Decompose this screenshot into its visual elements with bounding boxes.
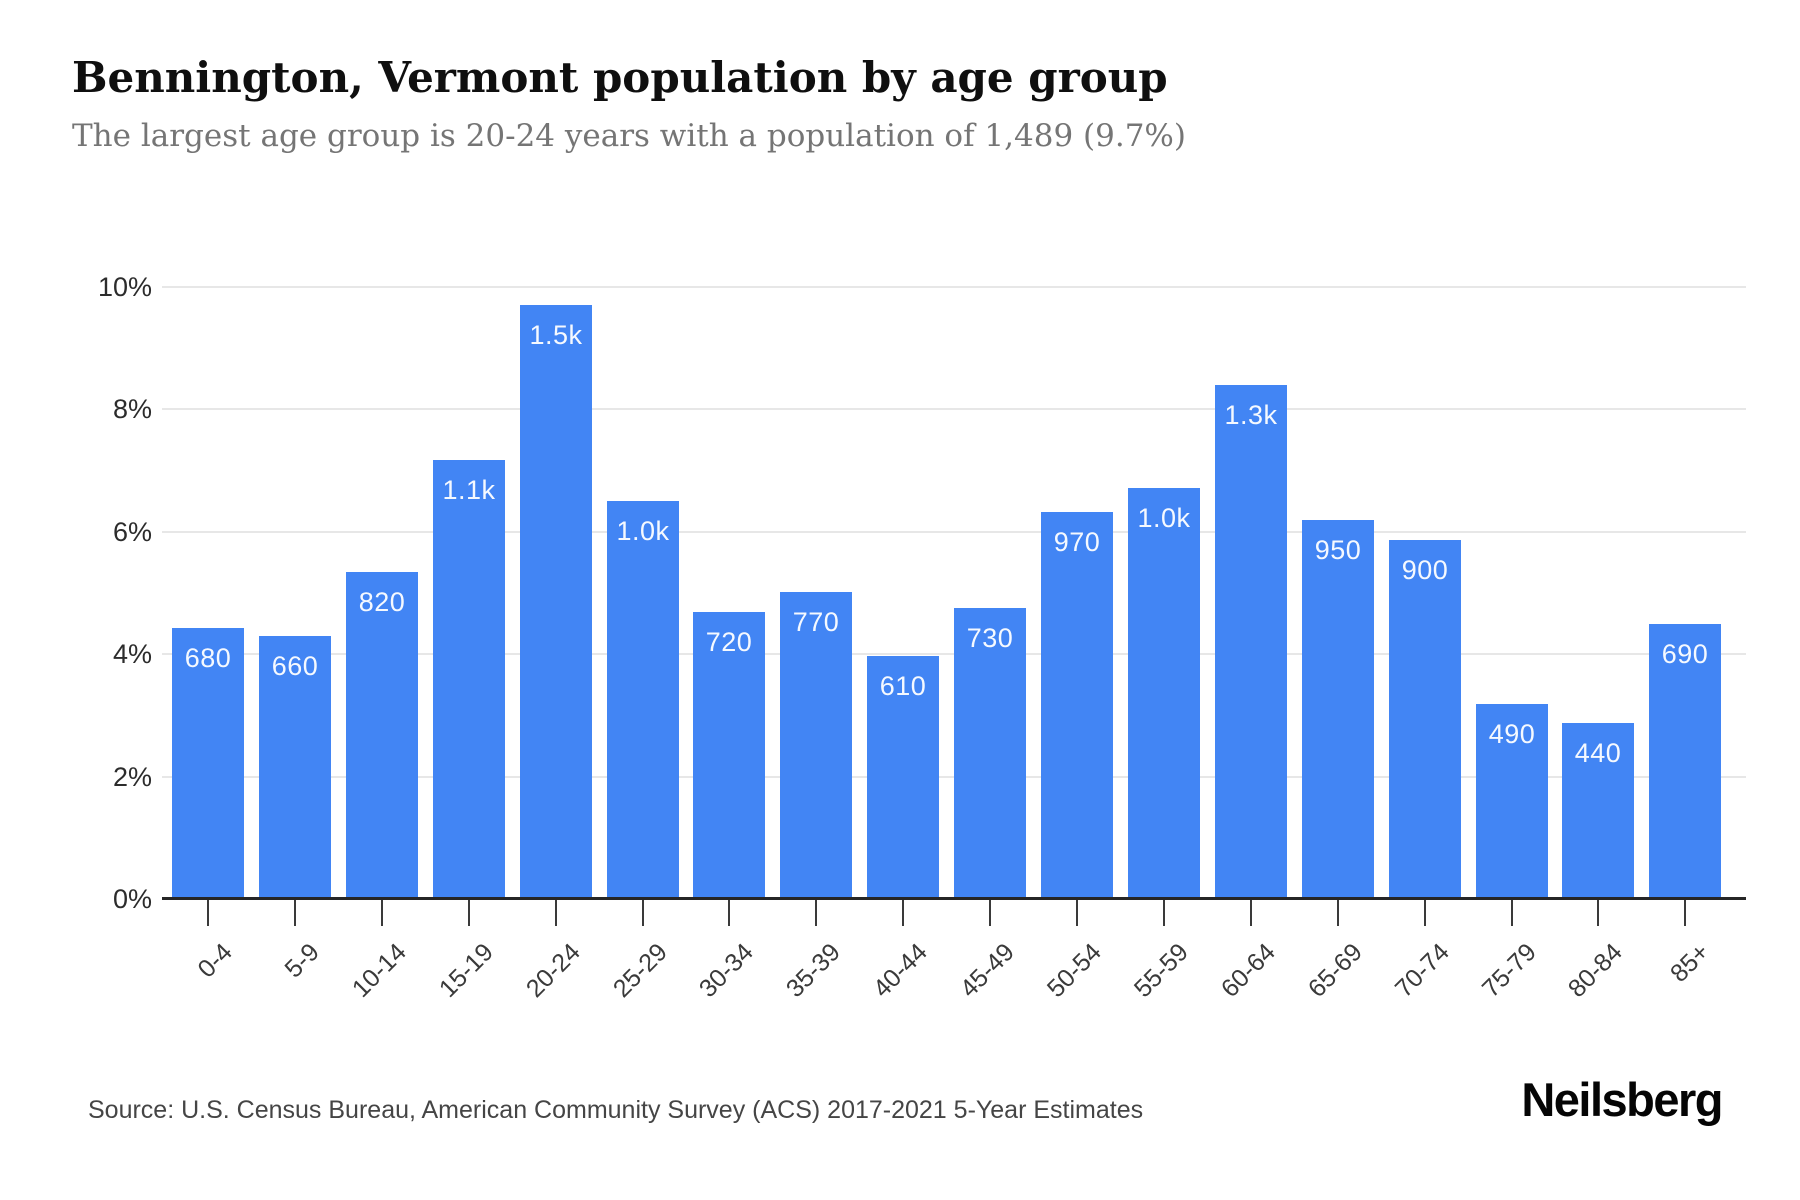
bar-value-label: 690: [1661, 639, 1709, 669]
x-axis-label: 60-64: [1215, 938, 1281, 1004]
x-axis-label: 5-9: [279, 938, 325, 984]
bar-value-label: 720: [705, 627, 753, 657]
x-axis-label: 35-39: [780, 938, 846, 1004]
y-axis-label: 0%: [112, 884, 152, 914]
bar-10-14[interactable]: 820: [346, 572, 418, 897]
x-axis-label: 65-69: [1302, 938, 1368, 1004]
x-axis-tick: [728, 900, 730, 926]
bar-value-label: 1.0k: [1137, 503, 1191, 533]
x-axis-tick: [1511, 900, 1513, 926]
bar-value-label: 970: [1053, 527, 1101, 557]
x-axis-tick: [989, 900, 991, 926]
x-axis-label: 40-44: [867, 938, 933, 1004]
bar-value-label: 1.1k: [442, 475, 496, 505]
y-axis-label: 2%: [112, 762, 152, 792]
x-axis-tick: [381, 900, 383, 926]
y-axis-label: 4%: [112, 639, 152, 669]
x-axis-baseline: [162, 897, 1746, 900]
y-axis-label: 10%: [97, 272, 152, 302]
x-axis-label: 55-59: [1128, 938, 1194, 1004]
bar-80-84[interactable]: 440: [1562, 723, 1634, 897]
bar-55-59[interactable]: 1.0k: [1128, 488, 1200, 897]
x-axis-label: 45-49: [954, 938, 1020, 1004]
bar-value-label: 660: [271, 651, 319, 681]
x-axis-tick: [1163, 900, 1165, 926]
x-axis-tick: [555, 900, 557, 926]
bar-45-49[interactable]: 730: [954, 608, 1026, 897]
x-axis-tick: [1337, 900, 1339, 926]
gridline: [162, 286, 1746, 288]
x-axis-tick: [902, 900, 904, 926]
bar-70-74[interactable]: 900: [1389, 540, 1461, 897]
bar-value-label: 730: [966, 623, 1014, 653]
y-axis-label: 8%: [112, 394, 152, 424]
bar-value-label: 770: [792, 607, 840, 637]
gridline: [162, 531, 1746, 533]
bar-65-69[interactable]: 950: [1302, 520, 1374, 897]
x-axis-tick: [294, 900, 296, 926]
bar-75-79[interactable]: 490: [1476, 704, 1548, 897]
bar-85plus[interactable]: 690: [1649, 624, 1721, 897]
x-axis-tick: [1684, 900, 1686, 926]
x-axis-label: 15-19: [433, 938, 499, 1004]
x-axis-label: 20-24: [520, 938, 586, 1004]
bar-value-label: 610: [879, 671, 927, 701]
bar-value-label: 900: [1401, 555, 1449, 585]
bar-value-label: 1.3k: [1224, 400, 1278, 430]
x-axis-tick: [815, 900, 817, 926]
bar-value-label: 1.0k: [616, 516, 670, 546]
x-axis-label: 75-79: [1476, 938, 1542, 1004]
bar-value-label: 1.5k: [529, 320, 583, 350]
bar-value-label: 490: [1488, 719, 1536, 749]
bar-value-label: 680: [184, 643, 232, 673]
gridline: [162, 408, 1746, 410]
bar-value-label: 820: [358, 587, 406, 617]
x-axis-tick: [1076, 900, 1078, 926]
x-axis-label: 25-29: [607, 938, 673, 1004]
bar-35-39[interactable]: 770: [780, 592, 852, 897]
x-axis-label: 30-34: [693, 938, 759, 1004]
bar-20-24[interactable]: 1.5k: [520, 305, 592, 897]
x-axis-tick: [468, 900, 470, 926]
bar-60-64[interactable]: 1.3k: [1215, 385, 1287, 897]
x-axis-label: 70-74: [1389, 938, 1455, 1004]
x-axis-tick: [1424, 900, 1426, 926]
x-axis-label: 80-84: [1562, 938, 1628, 1004]
x-axis-label: 0-4: [192, 938, 238, 984]
bar-30-34[interactable]: 720: [693, 612, 765, 897]
x-axis-tick: [207, 900, 209, 926]
bar-5-9[interactable]: 660: [259, 636, 331, 897]
chart-subtitle: The largest age group is 20-24 years wit…: [72, 118, 1186, 154]
brand-logo[interactable]: Neilsberg: [1521, 1073, 1723, 1126]
bar-40-44[interactable]: 610: [867, 656, 939, 897]
x-axis-label: 10-14: [346, 938, 412, 1004]
x-axis-tick: [642, 900, 644, 926]
x-axis-label: 85+: [1665, 938, 1715, 988]
source-note: Source: U.S. Census Bureau, American Com…: [88, 1096, 1144, 1124]
x-axis-tick: [1597, 900, 1599, 926]
y-axis-label: 6%: [112, 517, 152, 547]
bar-value-label: 440: [1574, 738, 1622, 768]
bar-15-19[interactable]: 1.1k: [433, 460, 505, 897]
x-axis-tick: [1250, 900, 1252, 926]
bar-25-29[interactable]: 1.0k: [607, 501, 679, 897]
bar-0-4[interactable]: 680: [172, 628, 244, 897]
bar-value-label: 950: [1314, 535, 1362, 565]
bar-50-54[interactable]: 970: [1041, 512, 1113, 897]
page-title: Bennington, Vermont population by age gr…: [72, 53, 1168, 102]
x-axis-label: 50-54: [1041, 938, 1107, 1004]
